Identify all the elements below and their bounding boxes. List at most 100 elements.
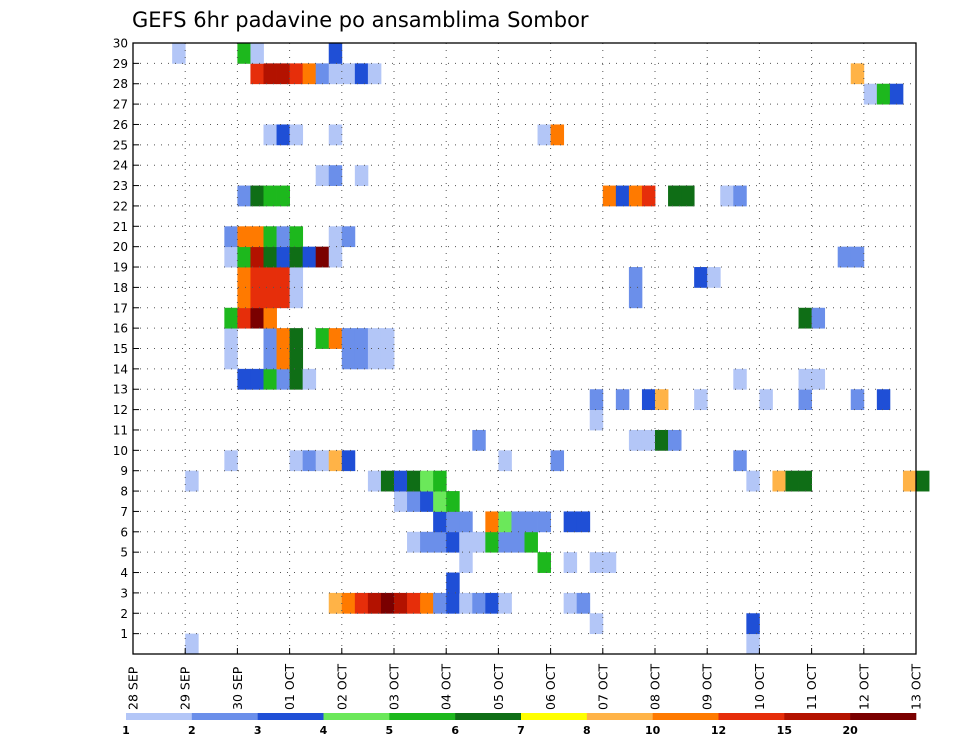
- precip-cell: [746, 633, 760, 655]
- precip-cell: [850, 389, 865, 410]
- precip-cell: [237, 246, 251, 268]
- legend-swatch: [586, 713, 653, 720]
- precip-cell: [433, 470, 447, 492]
- precip-cell: [250, 63, 264, 85]
- precip-cell: [433, 531, 447, 553]
- x-tick-label: 01 OCT: [282, 664, 297, 710]
- y-tick-label: 30: [113, 37, 128, 51]
- legend-label: 4: [320, 724, 328, 737]
- precip-cell: [407, 470, 421, 492]
- precip-cell: [302, 450, 317, 472]
- y-tick-label: 5: [120, 546, 128, 560]
- legend-label: 1: [122, 724, 130, 737]
- precip-cell: [315, 328, 330, 349]
- chart-title: GEFS 6hr padavine po ansamblima Sombor: [132, 8, 589, 32]
- precip-cell: [263, 246, 277, 268]
- x-tick-label: 06 OCT: [543, 664, 558, 710]
- x-tick-label: 07 OCT: [595, 664, 610, 710]
- y-tick-label: 1: [120, 627, 128, 641]
- x-tick-label: 28 SEP: [126, 666, 141, 710]
- precip-cell: [367, 470, 382, 492]
- legend-swatch: [455, 713, 522, 720]
- precip-cell: [446, 592, 460, 614]
- precip-cell: [498, 450, 512, 472]
- y-tick-label: 7: [120, 505, 128, 519]
- precip-cell: [628, 287, 643, 309]
- y-tick-label: 19: [113, 261, 128, 275]
- precip-cell: [341, 592, 356, 614]
- precip-cell: [250, 43, 264, 64]
- precip-cell: [263, 307, 277, 329]
- precip-cell: [263, 226, 277, 248]
- y-tick-label: 10: [113, 444, 128, 458]
- precip-cell: [498, 511, 512, 533]
- x-tick-label: 30 SEP: [230, 666, 245, 710]
- precip-cell: [276, 63, 290, 85]
- precip-cell: [289, 368, 304, 390]
- legend-swatch: [850, 713, 917, 720]
- precip-cell: [589, 613, 604, 635]
- precip-cell: [576, 592, 591, 614]
- precip-cell: [641, 185, 656, 207]
- x-tick-label: 05 OCT: [491, 664, 506, 710]
- precip-cell: [446, 531, 460, 553]
- y-tick-label: 29: [113, 57, 128, 71]
- precip-cell: [237, 368, 251, 390]
- precip-cell: [655, 389, 669, 410]
- precip-cell: [328, 124, 343, 146]
- precip-cell: [694, 267, 708, 288]
- precip-cell: [263, 287, 277, 309]
- precip-cell: [446, 572, 460, 594]
- legend-swatch: [652, 713, 719, 720]
- precip-cell: [407, 531, 421, 553]
- precip-cell: [889, 83, 904, 105]
- precip-cell: [746, 613, 760, 635]
- precip-cell: [420, 592, 434, 614]
- precip-cell: [485, 511, 499, 533]
- precip-cell: [668, 185, 682, 207]
- precip-cell: [733, 368, 747, 390]
- precip-cell: [250, 185, 264, 207]
- precip-cell: [772, 470, 786, 492]
- precip-cell: [237, 287, 251, 309]
- precip-cell: [759, 389, 773, 410]
- precip-cell: [224, 246, 238, 268]
- legend-label: 10: [645, 724, 661, 737]
- precip-cell: [302, 368, 317, 390]
- precip-cell: [433, 592, 447, 614]
- precip-cell: [328, 328, 343, 349]
- precip-cell: [250, 368, 264, 390]
- precip-cell: [472, 531, 486, 553]
- precip-cell: [250, 246, 264, 268]
- precip-cell: [380, 592, 395, 614]
- x-tick-label: 11 OCT: [804, 664, 819, 710]
- precip-cell: [668, 429, 682, 451]
- precip-cell: [328, 43, 343, 64]
- precip-cell: [341, 328, 356, 349]
- precip-cell: [407, 592, 421, 614]
- y-tick-label: 4: [120, 566, 128, 580]
- legend-swatch: [784, 713, 851, 720]
- precip-cell: [276, 246, 290, 268]
- precip-cell: [459, 531, 473, 553]
- precip-cell: [746, 470, 760, 492]
- y-tick-label: 15: [113, 342, 128, 356]
- precip-cell: [354, 165, 369, 186]
- x-tick-label: 10 OCT: [752, 664, 767, 710]
- precip-cell: [341, 348, 356, 370]
- precip-cell: [328, 63, 343, 85]
- precip-cell: [367, 348, 382, 370]
- precip-cell: [354, 348, 369, 370]
- precip-cell: [315, 63, 330, 85]
- legend-swatch: [126, 713, 193, 720]
- precip-cell: [850, 246, 865, 268]
- precip-cell: [380, 348, 395, 370]
- y-tick-label: 8: [120, 485, 128, 499]
- precip-cell: [798, 470, 812, 492]
- y-tick-label: 24: [113, 159, 128, 173]
- precip-cell: [289, 348, 304, 370]
- precip-cell: [472, 592, 486, 614]
- precip-cell: [550, 124, 565, 146]
- precip-cell: [263, 368, 277, 390]
- precip-cell: [302, 246, 317, 268]
